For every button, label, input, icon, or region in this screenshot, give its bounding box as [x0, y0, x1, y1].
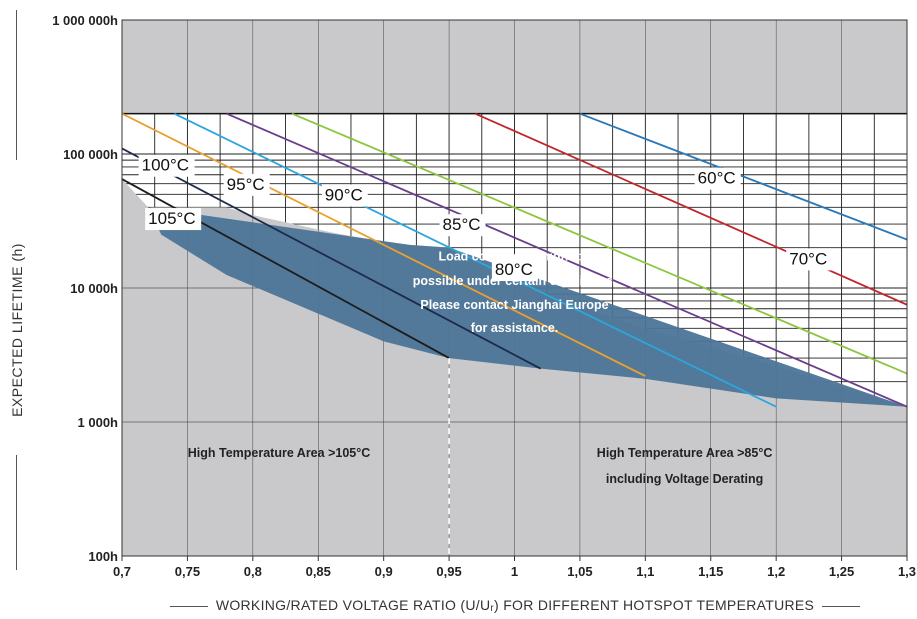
x-axis-label: WORKING/RATED VOLTAGE RATIO (U/Uᵣ) FOR D… — [120, 597, 910, 613]
x-tick-label: 0,75 — [175, 564, 200, 579]
y-axis-label: EXPECTED LIFETIME (h) — [2, 100, 32, 560]
x-axis-label-text: WORKING/RATED VOLTAGE RATIO (U/Uᵣ) FOR D… — [215, 597, 815, 613]
x-label-rule-left — [169, 605, 208, 607]
annotation-text: Load conditions might be — [438, 250, 590, 264]
series-label-bg — [223, 173, 270, 196]
x-tick-label: 1,25 — [829, 564, 854, 579]
x-tick-label: 1,1 — [636, 564, 654, 579]
annotation-text: including Voltage Derating — [606, 472, 763, 486]
y-tick-label: 100 000h — [63, 147, 118, 162]
series-label-bg — [321, 184, 368, 207]
series-line-90c — [173, 112, 777, 408]
annotation-text: Please contact Jianghai Europe — [420, 298, 608, 312]
y-tick-label: 100h — [88, 549, 118, 564]
y-tick-label: 1 000 000h — [52, 13, 118, 28]
series-label: 70°C — [789, 249, 827, 268]
series-label: 90°C — [325, 185, 363, 204]
series-label: 60°C — [698, 169, 736, 188]
x-tick-label: 1,05 — [567, 564, 592, 579]
x-tick-label: 0,9 — [375, 564, 393, 579]
series-label-bg — [786, 248, 833, 271]
series-label: 80°C — [495, 260, 533, 279]
x-label-rule-right — [822, 605, 861, 607]
series-label: 105°C — [148, 209, 195, 228]
x-tick-label: 1,15 — [698, 564, 723, 579]
y-tick-label: 10 000h — [70, 281, 118, 296]
x-tick-label: 0,95 — [436, 564, 461, 579]
x-tick-label: 0,7 — [113, 564, 131, 579]
series-line-95c — [121, 112, 646, 377]
series-label-bg — [145, 208, 202, 231]
series-label: 85°C — [443, 215, 481, 234]
y-axis-rule-top — [16, 10, 17, 160]
series-label-bg — [694, 167, 741, 190]
series-line-85c — [226, 112, 908, 408]
series-line-70c — [474, 112, 908, 306]
x-tick-label: 1,3 — [898, 564, 916, 579]
y-axis-rule-bottom — [16, 455, 17, 570]
annotation-text: High Temperature Area >85°C — [597, 446, 773, 460]
series-line-100c — [121, 147, 542, 370]
series-line-60c — [579, 112, 908, 241]
x-tick-label: 0,8 — [244, 564, 262, 579]
shaded-region — [148, 207, 907, 407]
x-tick-label: 1 — [511, 564, 518, 579]
series-label: 95°C — [227, 175, 265, 194]
series-label: 100°C — [142, 156, 189, 175]
annotation-text: for assistance. — [471, 321, 559, 335]
series-line-80c — [291, 112, 908, 375]
y-tick-label: 1 000h — [78, 415, 119, 430]
series-label-bg — [491, 259, 538, 282]
series-label-bg — [138, 154, 195, 177]
y-axis-label-text: EXPECTED LIFETIME (h) — [9, 243, 25, 417]
annotation-text: High Temperature Area >105°C — [188, 446, 371, 460]
x-tick-label: 1,2 — [767, 564, 785, 579]
annotation-text: possible under certain conditions. — [413, 274, 617, 288]
plot-area: 60°C 70°C 80°C 85°C 90°C 95°C 100°C 105°C Load c… — [52, 13, 916, 579]
series-label-bg — [439, 214, 486, 237]
x-tick-label: 0,85 — [306, 564, 331, 579]
